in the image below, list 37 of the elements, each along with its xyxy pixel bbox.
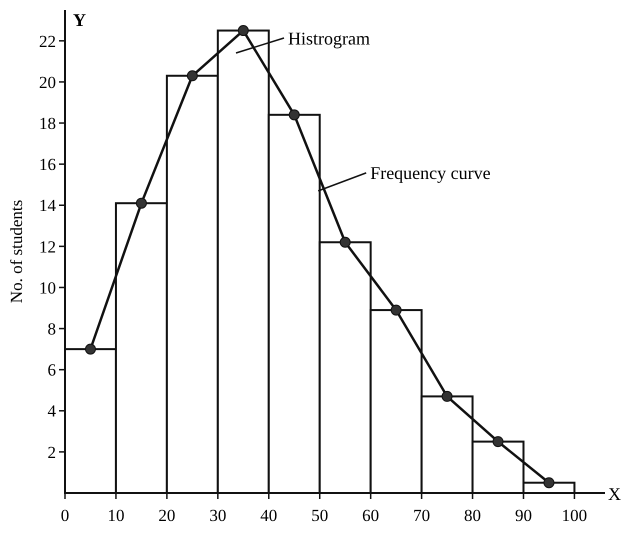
x-tick-label: 80	[464, 506, 482, 525]
y-tick-label: 2	[48, 442, 56, 462]
y-tick-label: 10	[39, 278, 56, 298]
y-tick-label: 12	[39, 237, 56, 256]
x-tick-label: 100	[562, 506, 588, 525]
x-tick-label: 0	[60, 506, 70, 525]
y-tick-label: 18	[39, 114, 56, 133]
y-tick-label: 4	[48, 402, 56, 421]
point	[340, 236, 351, 248]
point	[442, 390, 453, 402]
y-tick-label: 16	[39, 155, 56, 174]
x-tick-label: 40	[260, 506, 278, 525]
point	[186, 70, 198, 82]
point	[84, 344, 96, 355]
point	[238, 25, 249, 36]
x-tick-label: 30	[209, 506, 226, 525]
y-tick-label: 8	[48, 320, 56, 339]
x-tick-label: 60	[362, 506, 380, 525]
y-tick-label: 22	[39, 32, 56, 51]
point	[492, 436, 504, 448]
y-tick-label: 6	[48, 360, 56, 380]
annotation: Frequency curve	[370, 163, 491, 184]
y-tick-label: 20	[39, 72, 56, 92]
text: X	[608, 484, 621, 504]
x-tick-label: 50	[311, 506, 328, 525]
x-tick-label: 10	[107, 506, 124, 525]
y-axis-title: No. of students	[7, 200, 26, 304]
point	[390, 304, 402, 316]
annotation: Y	[73, 10, 86, 30]
x-tick-label: 90	[514, 506, 532, 525]
point	[543, 477, 554, 488]
annotation: Histrogram	[288, 28, 370, 48]
y-tick-label: 14	[39, 196, 56, 216]
point	[288, 109, 300, 120]
x-tick-label: 70	[413, 506, 430, 525]
x-tick-label: 20	[158, 506, 176, 525]
point	[136, 198, 147, 209]
